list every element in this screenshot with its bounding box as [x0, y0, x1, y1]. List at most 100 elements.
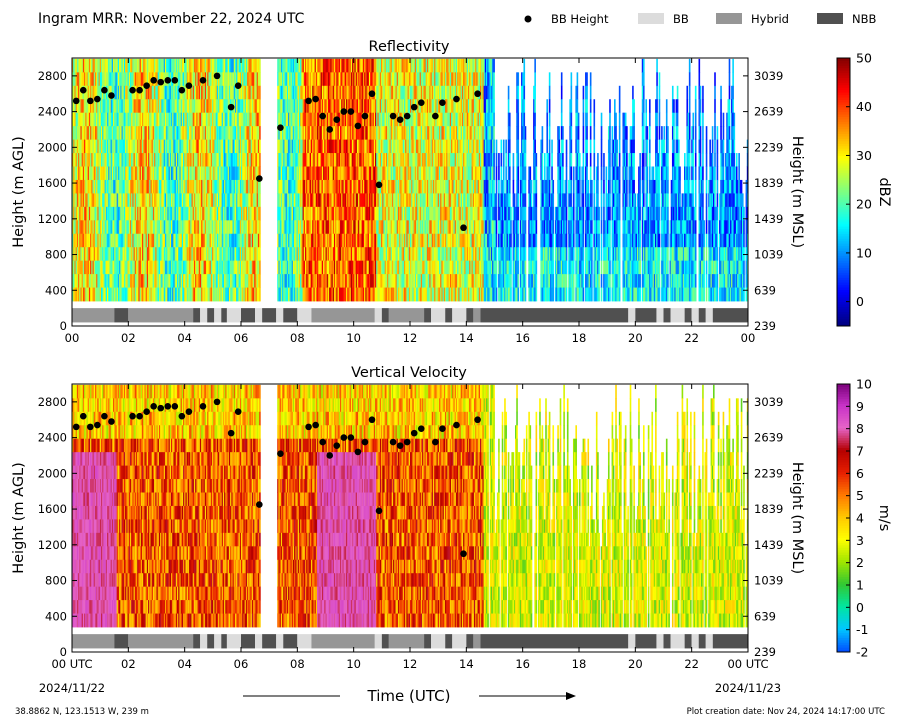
legend-label-bb: BB	[673, 12, 689, 26]
x-axis-label: Time (UTC)	[367, 687, 451, 705]
bb-height-point	[234, 82, 242, 89]
bb-height-point	[368, 416, 376, 424]
reflectivity-bb-height-points	[72, 72, 481, 232]
bb-class-segment	[684, 308, 692, 323]
colorbar-tick-label: 9	[856, 399, 864, 414]
y-tick-label: 2800	[38, 395, 67, 409]
bb-class-segment	[200, 634, 208, 649]
bb-class-segment	[452, 634, 467, 649]
colorbar-tick-label: 2	[856, 555, 864, 570]
bb-class-segment	[698, 308, 706, 323]
bb-height-point	[227, 103, 235, 111]
bb-class-segment	[473, 308, 481, 323]
colorbar-tick-label: 30	[856, 148, 872, 163]
bb-class-segment	[214, 634, 222, 649]
x-tick-label: 22	[684, 657, 699, 671]
bb-class-segment	[114, 634, 129, 649]
y-tick-label: 2000	[38, 140, 67, 154]
bb-class-segment	[656, 634, 664, 649]
bb-height-point	[185, 408, 193, 415]
bb-height-point	[417, 425, 425, 432]
bb-height-point	[199, 77, 207, 84]
bb-class-segment	[705, 634, 713, 649]
creation-note: Plot creation date: Nov 24, 2024 14:17:0…	[687, 707, 885, 717]
bb-class-segment	[283, 308, 298, 323]
bb-height-point	[157, 78, 165, 86]
bb-class-segment	[388, 634, 425, 649]
bb-class-segment	[670, 308, 685, 323]
bb-class-segment	[663, 308, 671, 323]
y2-tick-label: 2239	[754, 466, 783, 480]
bb-height-point	[185, 82, 193, 89]
bb-class-segment	[221, 308, 227, 323]
bb-class-segment	[480, 308, 629, 323]
bb-height-point	[72, 97, 80, 105]
colorbar-tick-label: 10	[856, 377, 872, 392]
bb-height-point	[396, 442, 404, 449]
bb-height-point	[305, 423, 312, 431]
bb-height-point	[375, 507, 383, 515]
bb-height-point	[150, 403, 157, 410]
bb-height-point	[171, 77, 179, 84]
bb-class-segment	[283, 634, 298, 649]
x-tick-label: 00 UTC	[51, 657, 92, 671]
bb-class-segment	[698, 634, 706, 649]
bb-height-point	[319, 438, 326, 446]
legend: BB Height BB Hybrid NBB	[524, 12, 876, 26]
bb-height-point	[101, 86, 108, 94]
bb-height-point	[474, 90, 481, 98]
bb-height-point	[178, 412, 186, 420]
bb-height-point	[460, 550, 467, 558]
bb-class-segment	[431, 308, 446, 323]
colorbar-tick-label: 4	[856, 511, 864, 526]
bb-class-segment	[431, 634, 446, 649]
figure-title: Ingram MRR: November 22, 2024 UTC	[38, 11, 305, 27]
bb-height-point	[333, 442, 341, 449]
bb-height-point	[361, 438, 369, 446]
legend-swatch-bb	[638, 13, 664, 24]
x-tick-label: 02	[121, 657, 136, 671]
colorbar-tick-label: 3	[856, 533, 864, 548]
colorbar-tick-label: 20	[856, 197, 872, 212]
velocity-x-ticks: 00 UTC 02 04 06 08 10 12 14 16 18 20 22 00 UTC	[51, 384, 769, 671]
reflectivity-y2label: Height (m MSL)	[789, 136, 805, 248]
bb-class-segment	[193, 634, 201, 649]
bb-height-point	[439, 425, 446, 432]
bb-class-segment	[311, 308, 375, 323]
reflectivity-y2-ticks: 239 639 1039 1439 1839 2239 2639 3039	[743, 69, 783, 333]
bb-height-point	[417, 99, 425, 106]
y2-tick-label: 1839	[754, 502, 783, 516]
bb-class-segment	[663, 634, 671, 649]
y-tick-label: 2400	[38, 431, 67, 445]
colorbar-tick-label: -2	[856, 645, 868, 660]
bb-class-segment	[276, 308, 284, 323]
bb-class-segment	[207, 634, 215, 649]
bb-height-point	[164, 77, 172, 84]
bb-height-point	[403, 438, 411, 446]
bb-class-segment	[473, 634, 481, 649]
x-tick-label: 00	[741, 331, 756, 345]
bb-height-point	[453, 421, 460, 429]
bb-height-point	[389, 438, 397, 446]
bb-class-segment	[684, 634, 692, 649]
colorbar-tick-label: 0	[856, 600, 864, 615]
x-tick-label: 16	[515, 331, 530, 345]
bb-class-segment	[635, 308, 657, 323]
y-tick-label: 0	[60, 319, 67, 333]
x-tick-label: 00 UTC	[727, 657, 768, 671]
bb-class-segment	[193, 308, 201, 323]
bb-height-point	[143, 82, 150, 89]
bb-class-segment	[691, 634, 699, 649]
reflectivity-colorbar-frame	[836, 57, 851, 327]
x-tick-label: 14	[459, 657, 474, 671]
y-tick-label: 1600	[38, 176, 67, 190]
bb-class-segment	[712, 634, 748, 649]
y-tick-label: 800	[45, 574, 67, 588]
reflectivity-colorbar-label: dBZ	[876, 177, 892, 206]
bb-height-point	[256, 175, 263, 182]
reflectivity-colorbar-ticks: 0 10 20 30 40 50	[846, 51, 872, 309]
reflectivity-bb-class-bar	[72, 308, 748, 323]
colorbar-tick-label: 6	[856, 466, 864, 481]
reflectivity-x-ticks: 00 02 04 06 08 10 12 14 16 18 20 22 00	[65, 58, 756, 345]
location-note: 38.8862 N, 123.1513 W, 239 m	[15, 707, 149, 717]
